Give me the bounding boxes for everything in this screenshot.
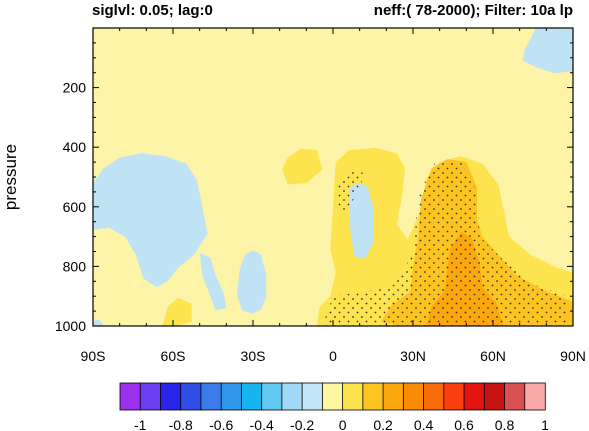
colorbar-label: -0.8 [169, 417, 193, 431]
colorbar-swatch [483, 382, 506, 411]
colorbar-swatch [362, 382, 384, 411]
colorbar-label: 0.2 [373, 417, 393, 431]
colorbar-label: -1 [134, 417, 147, 431]
colorbar-swatch [200, 382, 222, 411]
colorbar-label: 0.8 [495, 417, 515, 431]
colorbar-label: 1 [541, 417, 549, 431]
significance-stipple [322, 161, 568, 326]
colorbar-swatch [241, 382, 263, 411]
contour-region-9 [162, 297, 192, 326]
colorbar-label: -0.6 [209, 417, 233, 431]
colorbar-swatch [423, 382, 445, 411]
colorbar-swatch [119, 382, 141, 411]
y-tick-label: 1000 [55, 318, 86, 334]
stipple-region-0 [322, 161, 568, 326]
colorbar-swatch [281, 382, 303, 411]
colorbar-swatch [261, 382, 283, 411]
stipple-region-1 [335, 167, 365, 213]
colorbar-swatch [463, 382, 485, 411]
colorbar: -1 -0.8 -0.6 -0.4 -0.2 0 0.2 0.4 0.6 0.8 1 [119, 382, 549, 431]
contour-region-5 [522, 28, 573, 74]
colorbar-label: 0.6 [454, 417, 474, 431]
colorbar-swatch [220, 382, 243, 411]
x-tick-label: 90N [560, 348, 586, 364]
x-tick-label: 60N [480, 348, 506, 364]
y-tick-label: 600 [63, 199, 87, 215]
colorbar-label: 0 [339, 417, 347, 431]
contour-region-4 [93, 319, 104, 326]
contour-region-8 [349, 183, 373, 259]
colorbar-swatch [160, 382, 182, 411]
x-tick-label: 90S [81, 348, 106, 364]
x-tick-label: 30N [400, 348, 426, 364]
axis-ticks: 90S 60S 30S 0 30N 60N 90N 200 400 600 800 1000 [55, 28, 586, 364]
contour-region-2 [199, 253, 227, 311]
colorbar-label: -0.4 [250, 417, 274, 431]
colorbar-label: 0.4 [414, 417, 434, 431]
header-left: siglvl: 0.05; lag:0 [92, 2, 213, 19]
y-tick-label: 400 [63, 139, 87, 155]
colorbar-swatch [524, 382, 546, 411]
contour-region-0 [93, 153, 208, 288]
header-right: neff:( 78-2000); Filter: 10a lp [374, 2, 573, 19]
x-tick-label: 30S [241, 348, 266, 364]
x-tick-label: 60S [161, 348, 186, 364]
colorbar-swatch [301, 382, 324, 411]
colorbar-swatch [321, 382, 344, 411]
contour-region-1 [237, 250, 267, 314]
y-axis-label: pressure [1, 144, 20, 210]
x-tick-label: 0 [329, 348, 337, 364]
contour-region-6 [282, 148, 323, 185]
colorbar-swatch [139, 382, 162, 411]
colorbar-swatch [443, 382, 465, 411]
colorbar-swatch [342, 382, 364, 411]
y-tick-label: 800 [63, 258, 87, 274]
colorbar-swatch [402, 382, 425, 411]
colorbar-swatch [180, 382, 202, 411]
colorbar-swatch [382, 382, 405, 411]
colorbar-label: -0.2 [290, 417, 314, 431]
colorbar-swatch [504, 382, 526, 411]
y-tick-label: 200 [63, 80, 87, 96]
